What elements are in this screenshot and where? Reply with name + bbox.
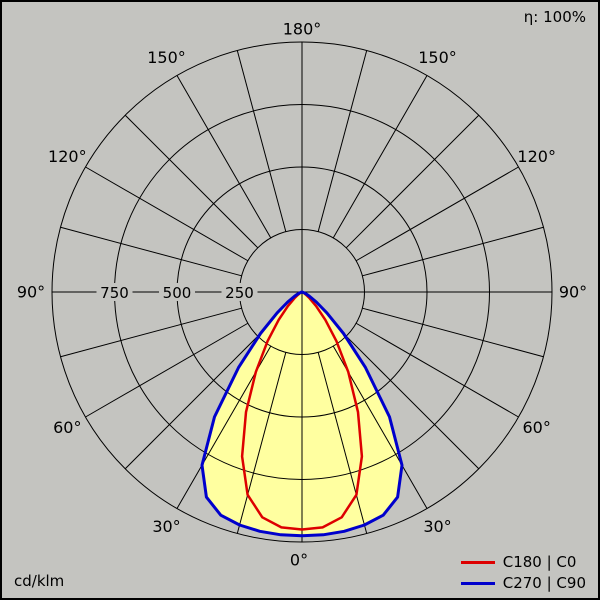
svg-text:750: 750 — [100, 284, 129, 302]
polar-grid — [51, 41, 553, 543]
svg-text:0°: 0° — [290, 551, 308, 570]
svg-text:60°: 60° — [53, 418, 81, 437]
legend-item-c0: C180 | C0 — [460, 553, 586, 571]
svg-text:90°: 90° — [17, 283, 45, 302]
svg-text:90°: 90° — [559, 283, 587, 302]
legend-label-c90: C270 | C90 — [502, 574, 586, 592]
svg-text:30°: 30° — [152, 517, 180, 536]
legend: C180 | C0 C270 | C90 — [460, 553, 586, 592]
svg-text:60°: 60° — [523, 418, 551, 437]
radial-tick-labels: 250 500 750 — [96, 283, 258, 302]
c0-line-swatch — [460, 560, 495, 564]
svg-text:180°: 180° — [283, 20, 322, 39]
svg-text:150°: 150° — [418, 48, 457, 67]
svg-text:30°: 30° — [423, 517, 451, 536]
svg-text:250: 250 — [225, 284, 254, 302]
legend-label-c0: C180 | C0 — [502, 553, 577, 571]
unit-label: cd/klm — [14, 572, 65, 590]
svg-text:500: 500 — [163, 284, 192, 302]
svg-text:150°: 150° — [147, 48, 186, 67]
efficiency-label: η: 100% — [523, 8, 586, 26]
legend-item-c90: C270 | C90 — [460, 574, 586, 592]
svg-text:120°: 120° — [517, 147, 556, 166]
svg-text:120°: 120° — [48, 147, 87, 166]
c90-line-swatch — [460, 581, 495, 585]
c90-c270-curve — [200, 290, 404, 538]
angle-labels: 0° 30° 30° 60° 60° 90° 90° 120° 120° 150° 150° 180° — [17, 20, 587, 570]
